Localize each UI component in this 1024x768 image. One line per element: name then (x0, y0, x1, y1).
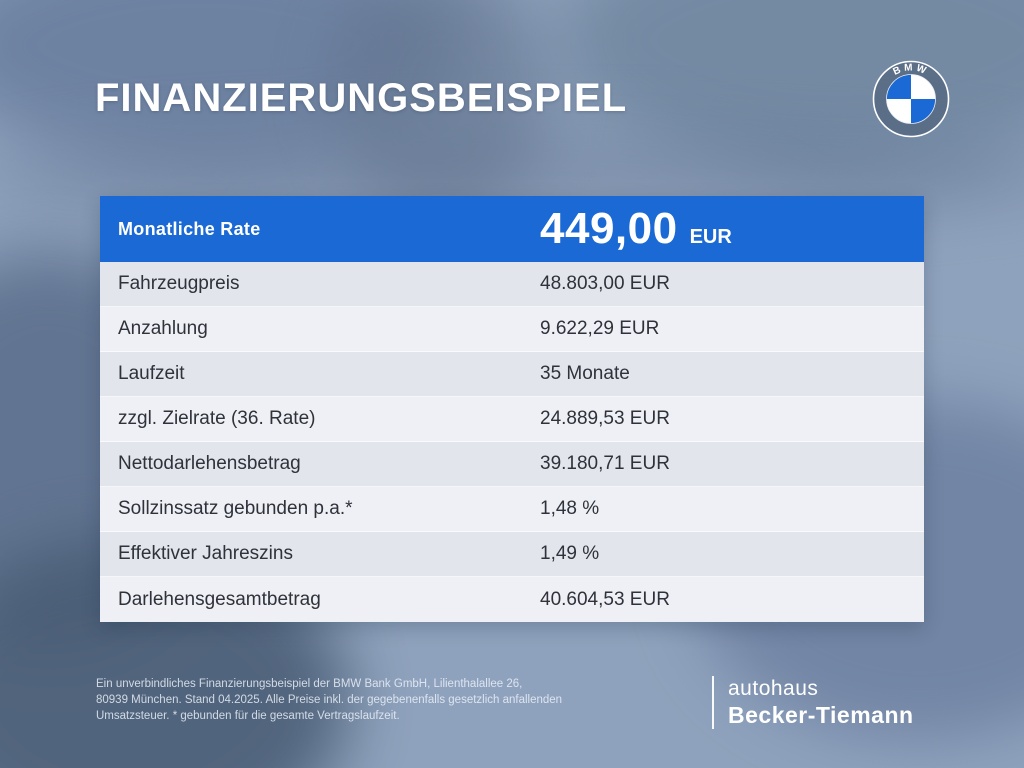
dealer-logo-divider (712, 676, 714, 729)
legal-disclaimer: Ein unverbindliches Finanzierungsbeispie… (96, 676, 562, 724)
dealer-name-autohaus: autohaus (728, 677, 819, 700)
row-value: 9.622,29 EUR (540, 318, 660, 339)
disclaimer-line: 80939 München. Stand 04.2025. Alle Preis… (96, 694, 563, 706)
monthly-rate-value: 449,00 EUR (540, 204, 924, 254)
table-row-laufzeit: Laufzeit 35 Monate (100, 352, 924, 397)
page-title: FINANZIERUNGSBEISPIEL (95, 76, 628, 120)
dealer-logo: autohaus Becker-Tiemann (712, 676, 914, 729)
table-header-row: Monatliche Rate 449,00 EUR (100, 196, 924, 262)
table-row-anzahlung: Anzahlung 9.622,29 EUR (100, 307, 924, 352)
row-label: Effektiver Jahreszins (118, 543, 293, 564)
disclaimer-line: Umsatzsteuer. * gebunden für die gesamte… (96, 710, 400, 722)
table-row-darlehensgesamtbetrag: Darlehensgesamtbetrag 40.604,53 EUR (100, 577, 924, 622)
table-row-effektiver-jahreszins: Effektiver Jahreszins 1,49 % (100, 532, 924, 577)
row-label: Fahrzeugpreis (118, 273, 240, 294)
row-value: 48.803,00 EUR (540, 273, 670, 294)
row-value: 24.889,53 EUR (540, 408, 670, 429)
row-label: Darlehensgesamtbetrag (118, 588, 321, 610)
row-value: 35 Monate (540, 363, 630, 384)
row-value: 1,48 % (540, 498, 600, 519)
table-row-fahrzeugpreis: Fahrzeugpreis 48.803,00 EUR (100, 262, 924, 307)
disclaimer-line: Ein unverbindliches Finanzierungsbeispie… (96, 678, 523, 690)
table-row-sollzinssatz: Sollzinssatz gebunden p.a.* 1,48 % (100, 487, 924, 532)
row-label: zzgl. Zielrate (36. Rate) (118, 408, 316, 429)
row-label: Nettodarlehensbetrag (118, 453, 301, 474)
svg-text:BMW: BMW (892, 62, 931, 77)
monthly-rate-currency: EUR (689, 226, 732, 248)
dealer-name-becker-tiemann: Becker-Tiemann (728, 702, 914, 728)
row-value: 39.180,71 EUR (540, 453, 670, 474)
financing-table: Monatliche Rate 449,00 EUR Fahrzeugpreis… (100, 196, 924, 622)
row-label: Laufzeit (118, 363, 185, 384)
table-row-zielrate: zzgl. Zielrate (36. Rate) 24.889,53 EUR (100, 397, 924, 442)
bmw-roundel-icon: BMW (872, 60, 950, 138)
table-row-nettodarlehensbetrag: Nettodarlehensbetrag 39.180,71 EUR (100, 442, 924, 487)
row-value: 40.604,53 EUR (540, 588, 670, 610)
monthly-rate-amount: 449,00 (540, 204, 678, 253)
monthly-rate-label: Monatliche Rate (118, 218, 261, 239)
row-value: 1,49 % (540, 543, 600, 564)
row-label: Sollzinssatz gebunden p.a.* (118, 498, 353, 519)
row-label: Anzahlung (118, 318, 208, 339)
background-blob (330, 0, 550, 220)
